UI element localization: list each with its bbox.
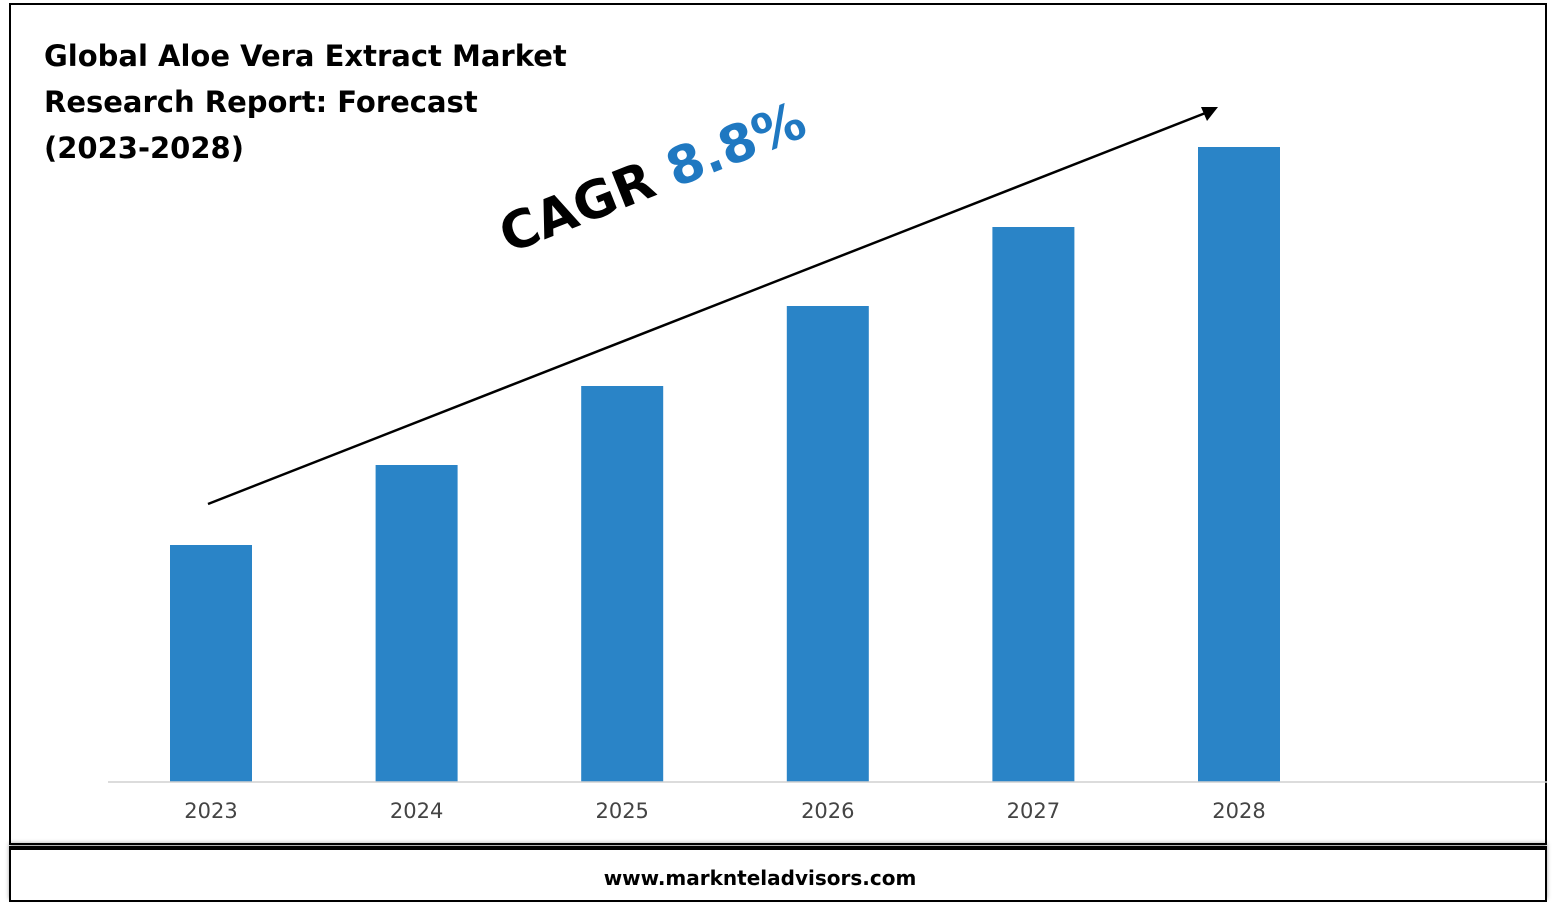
x-tick-label-2028: 2028 [1212, 799, 1265, 823]
x-tick-label-2027: 2027 [1007, 799, 1060, 823]
x-tick-label-2025: 2025 [595, 799, 648, 823]
footer-bar [9, 846, 1547, 902]
bar-2023 [170, 545, 252, 782]
website-link[interactable]: www.markntel­advisors.com [603, 866, 917, 890]
trend-arrow-line [207, 110, 1209, 506]
chart-frame [9, 3, 1547, 845]
bar-2025 [581, 386, 664, 782]
x-tick-label-2024: 2024 [390, 799, 443, 823]
x-tick-label-2026: 2026 [801, 799, 854, 823]
bar-2024 [375, 465, 458, 782]
bar-2026 [786, 306, 869, 782]
bar-2028 [1198, 147, 1280, 782]
trend-arrow-head [1201, 107, 1218, 121]
x-tick-labels: 2023 2024 2025 2026 2027 2028 [184, 799, 1265, 823]
chart-title: Global Aloe Vera Extract Market Research… [44, 39, 567, 165]
x-tick-label-2023: 2023 [184, 799, 237, 823]
bar-group [170, 147, 1280, 782]
bar-2027 [992, 227, 1075, 782]
